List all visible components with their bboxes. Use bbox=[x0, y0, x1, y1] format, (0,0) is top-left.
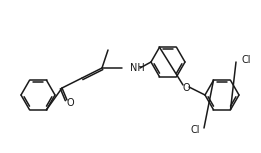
Text: Cl: Cl bbox=[242, 55, 252, 65]
Text: Cl: Cl bbox=[191, 125, 200, 135]
Text: O: O bbox=[182, 83, 190, 93]
Text: NH: NH bbox=[130, 63, 145, 73]
Text: O: O bbox=[66, 98, 74, 108]
